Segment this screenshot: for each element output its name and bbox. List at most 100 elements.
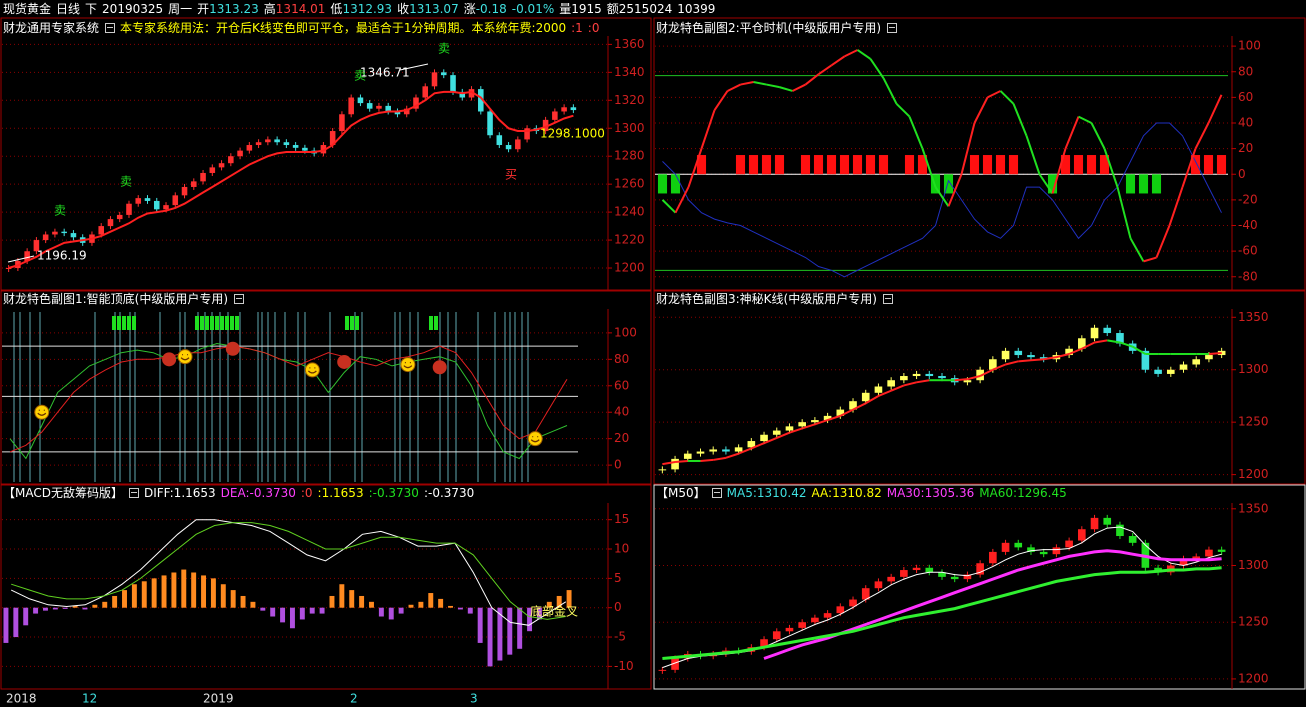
panel-border	[653, 290, 1306, 485]
bar	[102, 601, 108, 608]
line-segment	[1208, 351, 1222, 355]
bar	[428, 593, 434, 608]
candle	[938, 572, 946, 577]
candle	[772, 430, 781, 435]
status-field: 额2515024	[606, 2, 673, 16]
panel-header: 财龙特色副图1:智能顶底(中级版用户专用)	[3, 292, 249, 306]
smile-marker	[34, 404, 50, 420]
y-tick-label: -80	[1238, 269, 1258, 283]
annotation: 卖	[438, 42, 450, 56]
candle	[357, 97, 364, 104]
line-segment	[827, 414, 841, 422]
candle	[1141, 350, 1150, 370]
candle	[61, 231, 67, 234]
line-segment	[869, 58, 885, 79]
y-tick-label: 40	[614, 405, 629, 419]
candle	[785, 426, 794, 431]
line-segment	[1005, 360, 1019, 366]
candle	[1078, 529, 1086, 541]
candle	[925, 567, 934, 573]
y-tick-label: 80	[614, 352, 629, 366]
candle	[887, 576, 895, 582]
header-text: 财龙通用专家系统	[3, 21, 100, 35]
bar	[72, 605, 78, 608]
bottom-dot	[432, 360, 447, 375]
header-text: :-0.3730	[368, 486, 419, 500]
candle	[760, 434, 768, 442]
line-segment	[1107, 339, 1121, 344]
annotation: 卖	[54, 204, 66, 218]
bar	[329, 595, 335, 608]
candle	[912, 567, 921, 571]
y-tick-label: 0	[614, 600, 622, 614]
line	[662, 122, 1222, 278]
candle	[505, 145, 512, 150]
candle	[887, 380, 895, 387]
signal-block	[230, 316, 234, 330]
bar	[408, 604, 414, 608]
bar	[1086, 155, 1097, 175]
candle	[163, 205, 169, 210]
line-segment	[817, 64, 833, 76]
annotation: 1346.71	[360, 66, 410, 80]
signal-block	[220, 316, 224, 330]
line-segment	[792, 83, 806, 92]
bar	[1047, 174, 1058, 194]
candle	[265, 139, 271, 143]
candle	[1217, 549, 1226, 552]
smile-marker	[527, 431, 543, 447]
candle	[237, 150, 243, 157]
bar	[13, 607, 19, 638]
line-segment	[766, 83, 780, 89]
signal-block	[345, 316, 349, 330]
candle	[734, 447, 743, 452]
header-text: MA5:1310.42	[726, 486, 807, 500]
candle	[116, 214, 123, 220]
candle	[1179, 364, 1188, 370]
line-segment	[727, 83, 741, 92]
line-segment	[865, 395, 879, 405]
signal-block	[132, 316, 136, 330]
bar	[507, 607, 513, 655]
status-field: 现货黄金	[3, 2, 52, 16]
header-text: 本专家系统用法：开仓后K线变色即可平仓，最适合于1分钟周期。本系统年费:2000	[120, 21, 567, 35]
annotation: 底部金叉	[530, 604, 578, 619]
status-field: -0.01%	[511, 2, 555, 16]
candle	[772, 631, 781, 640]
y-tick-label: 1220	[614, 233, 645, 247]
y-tick-label: 1240	[614, 205, 645, 219]
candle	[366, 103, 373, 109]
candle	[1027, 355, 1035, 358]
x-tick-label: 2018	[6, 692, 37, 706]
candle	[1205, 549, 1213, 557]
candle	[811, 420, 819, 423]
header-text: 【M50】	[656, 486, 706, 500]
line-segment	[1068, 347, 1083, 355]
line-segment	[1207, 94, 1223, 124]
y-tick-label: 1300	[1238, 362, 1269, 376]
bar	[670, 174, 681, 194]
line-segment	[779, 86, 793, 92]
header-text: :0	[300, 486, 313, 500]
smile-face	[180, 354, 190, 361]
line-segment	[753, 81, 767, 86]
y-tick-label: 1300	[614, 121, 645, 135]
line-segment	[763, 436, 778, 445]
candle	[107, 219, 114, 227]
bar	[82, 607, 88, 610]
smile-face	[530, 436, 540, 443]
candle	[1001, 542, 1010, 552]
candle	[413, 97, 419, 109]
candle	[246, 145, 253, 151]
header-text: :0	[587, 21, 600, 35]
bar	[438, 598, 444, 608]
collapse-icon	[711, 488, 722, 498]
line-segment	[1064, 116, 1080, 150]
bar	[161, 575, 167, 608]
line	[8, 90, 574, 269]
panel-border	[0, 17, 652, 291]
status-field: 收	[397, 2, 410, 16]
status-bar: 现货黄金 日线下 20190325 周一 开1313.23 高1314.01 低1312.9…	[3, 2, 720, 16]
candle	[1052, 547, 1061, 555]
